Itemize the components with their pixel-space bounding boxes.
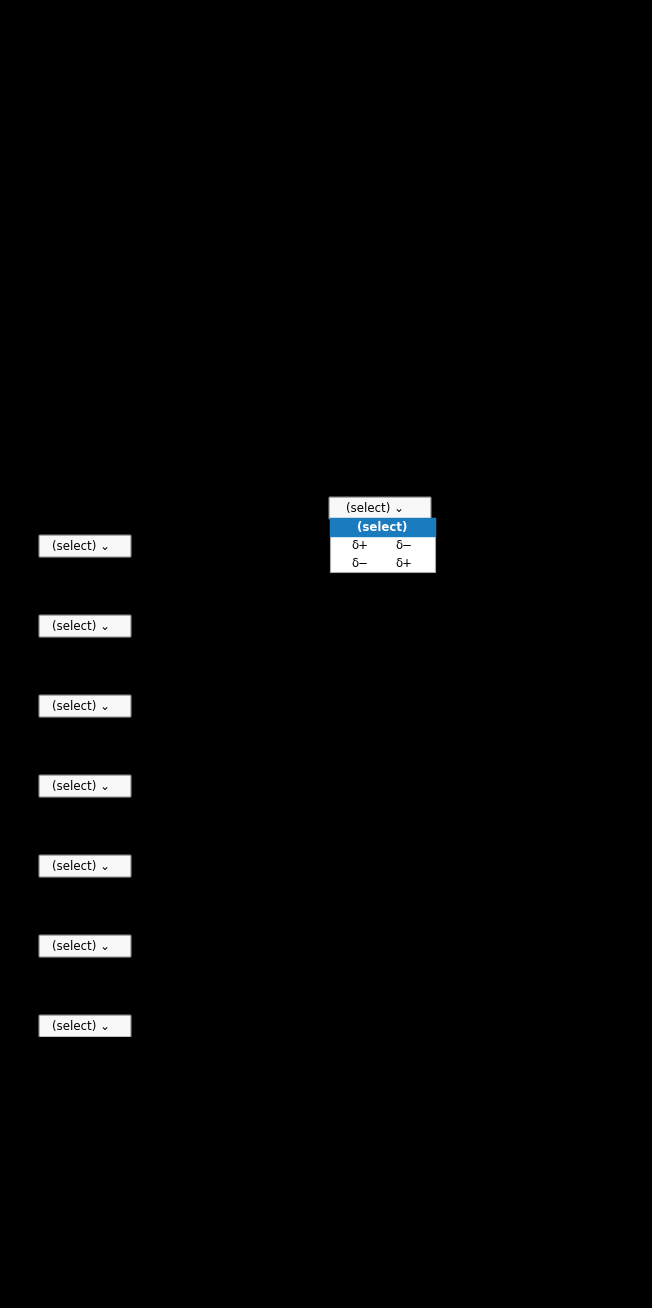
- FancyBboxPatch shape: [39, 1015, 131, 1037]
- Text: (select) ⌄: (select) ⌄: [52, 780, 110, 793]
- Text: (select) ⌄: (select) ⌄: [52, 700, 110, 713]
- Text: H—O: H—O: [40, 579, 78, 593]
- Text: (select) ⌄: (select) ⌄: [346, 501, 404, 514]
- Text: H—N: H—N: [40, 1059, 77, 1073]
- Text: (select) ⌄: (select) ⌄: [52, 939, 110, 952]
- FancyBboxPatch shape: [39, 776, 131, 797]
- FancyBboxPatch shape: [329, 497, 431, 519]
- FancyBboxPatch shape: [39, 535, 131, 557]
- FancyBboxPatch shape: [39, 615, 131, 637]
- Text: C=O: C=O: [40, 899, 74, 913]
- FancyBboxPatch shape: [39, 855, 131, 878]
- Text: Indicate the direction of the dipole using δ+ and δ−: Indicate the direction of the dipole usi…: [40, 501, 430, 514]
- Text: C=N: C=N: [40, 739, 74, 753]
- Text: δ−: δ−: [351, 556, 368, 569]
- FancyBboxPatch shape: [39, 935, 131, 957]
- Text: (select) ⌄: (select) ⌄: [52, 859, 110, 872]
- Bar: [330, 518, 435, 572]
- Text: δ+: δ+: [395, 556, 412, 569]
- Text: δ+: δ+: [351, 539, 368, 552]
- Bar: [330, 518, 435, 536]
- Text: δ−: δ−: [395, 539, 412, 552]
- Text: (select) ⌄: (select) ⌄: [52, 620, 110, 633]
- Text: (select) ⌄: (select) ⌄: [52, 1019, 110, 1032]
- Text: C≡N: C≡N: [40, 659, 74, 674]
- Text: (select) ⌄: (select) ⌄: [52, 540, 110, 552]
- Text: (select): (select): [357, 521, 408, 534]
- Text: C—N: C—N: [40, 819, 76, 833]
- FancyBboxPatch shape: [39, 695, 131, 717]
- Text: C—O: C—O: [40, 980, 76, 993]
